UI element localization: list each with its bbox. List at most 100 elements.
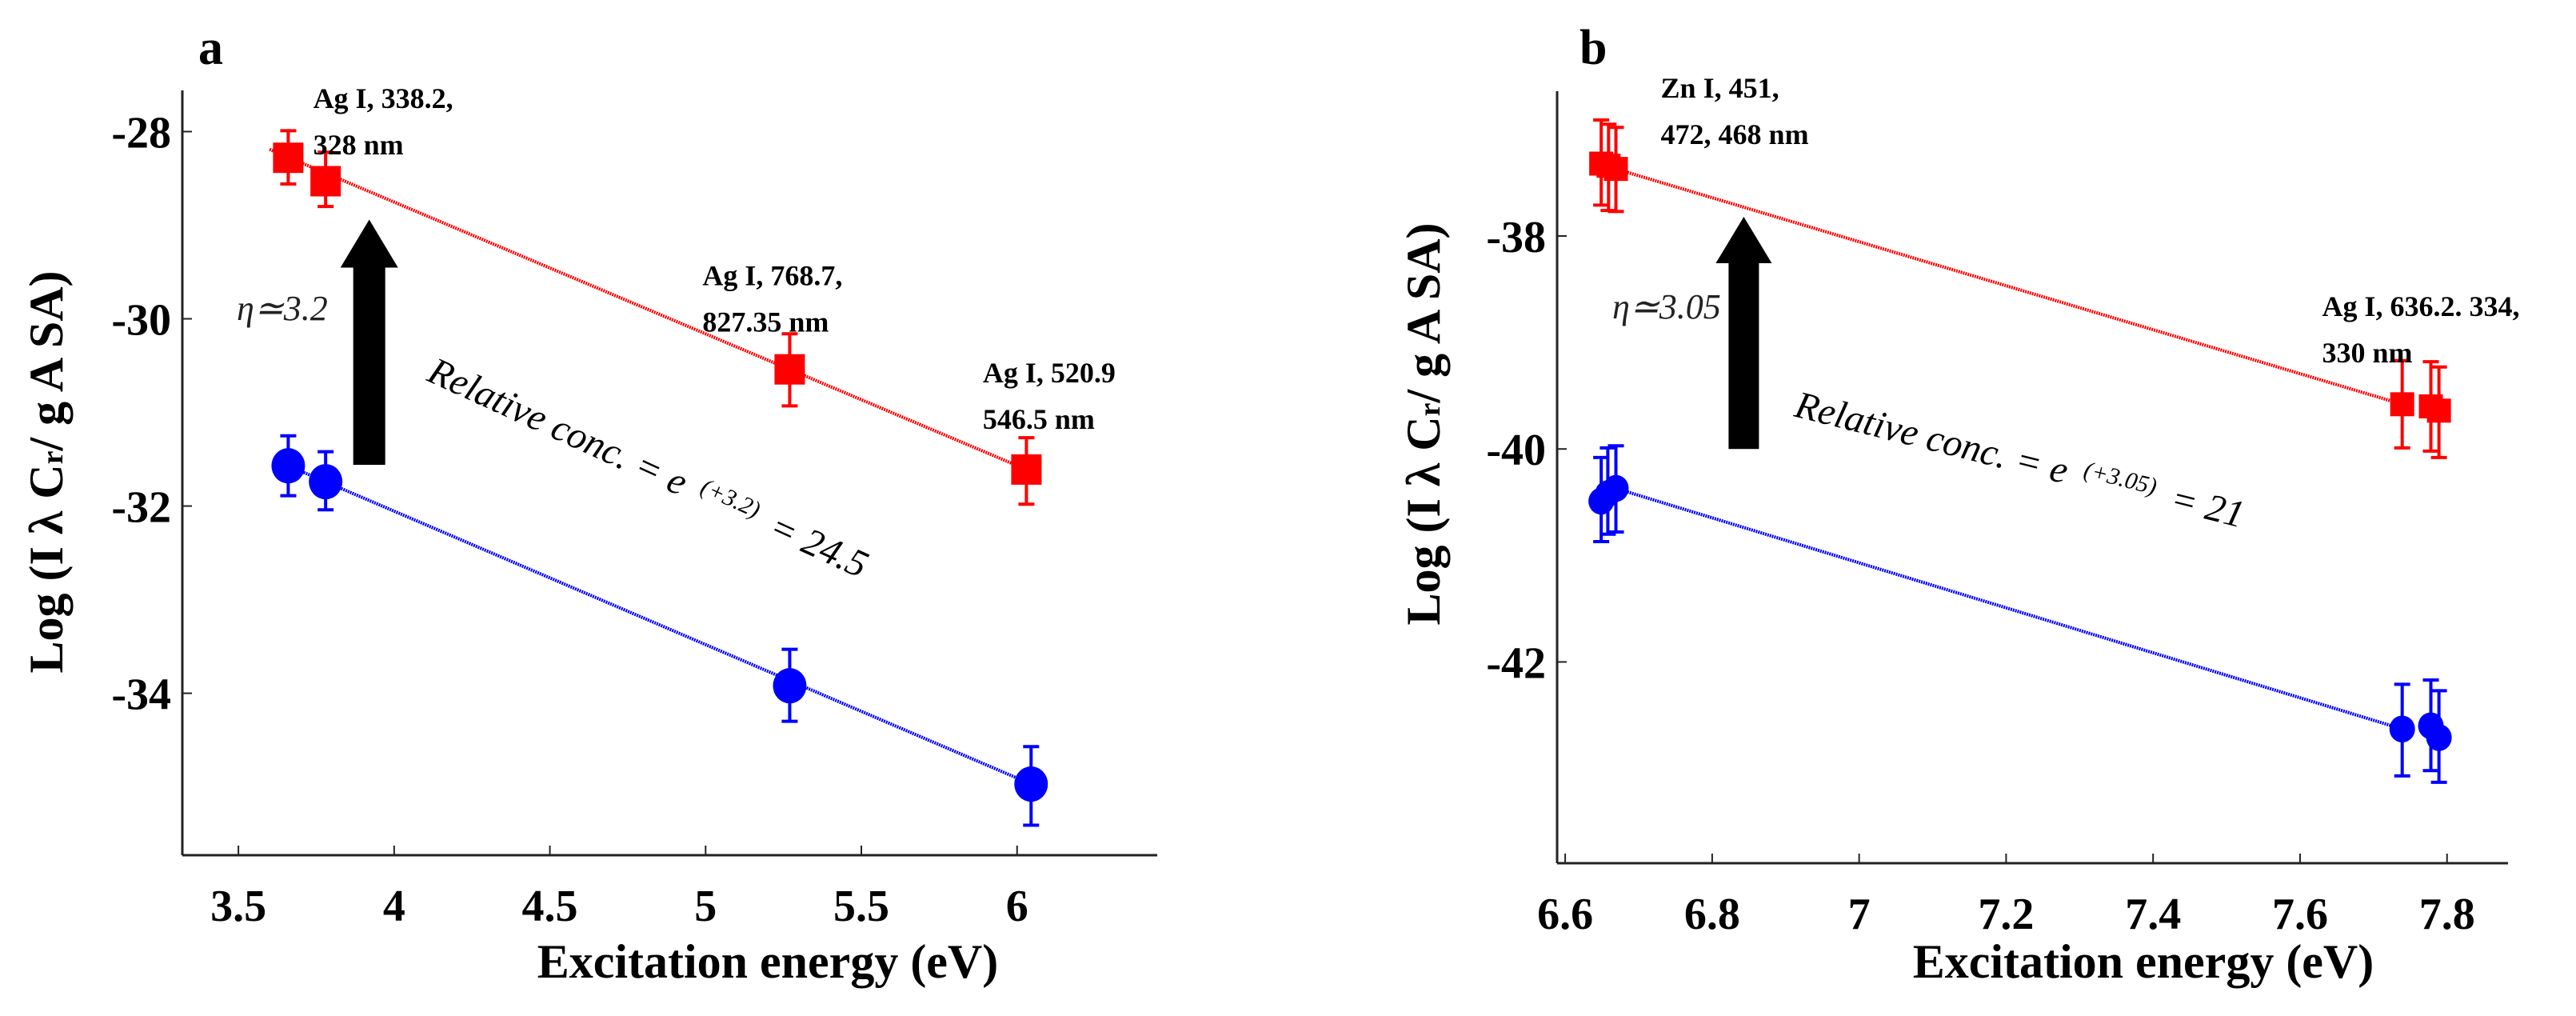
- panel-a-relative-conc-text: Relative conc. = e (+3.2) = 24.5: [421, 339, 880, 586]
- ylabel-suffix: / g A SA): [20, 270, 73, 451]
- panel-a-data-marks: [271, 129, 1048, 827]
- circle-marker: [2426, 724, 2452, 751]
- panel-b-arrow: [1715, 217, 1772, 450]
- data-point: [1604, 126, 1628, 214]
- relative-exponent: (+3.05): [2081, 457, 2159, 500]
- square-marker: [273, 142, 304, 174]
- x-tick-label: 6.6: [1537, 890, 1593, 939]
- circle-marker: [773, 668, 807, 704]
- ylabel-prefix: Log (I λ C: [1397, 416, 1450, 625]
- y-tick-label: -34: [111, 670, 171, 720]
- x-tick-label: 5: [694, 882, 717, 931]
- data-point: [1011, 436, 1042, 506]
- circle-marker: [1014, 766, 1048, 802]
- square-marker: [774, 354, 805, 385]
- panel-a-label: a: [198, 21, 223, 75]
- data-point: [310, 150, 341, 209]
- circle-marker: [2389, 715, 2415, 743]
- panel-b-axes: [1556, 91, 2508, 865]
- line-annotation: Ag I, 768.7, 827.35 nm: [702, 259, 842, 338]
- relative-main: Relative conc. = e: [421, 349, 694, 504]
- panel-a-x-axis-title: Excitation energy (eV): [537, 935, 999, 988]
- x-tick-label: 7.4: [2125, 890, 2181, 939]
- arrow-up-icon: [340, 219, 398, 268]
- annotation-line: Ag I, 520.9: [983, 357, 1116, 389]
- panel-a-y-axis-title: Log (I λ Cr/ g A SA): [20, 270, 73, 673]
- annotation-line: 827.35 nm: [702, 306, 829, 338]
- panel-a: a 3.5 4 4.5 5 5.5 6 -28 -30 -32 -34 Ag I, 338.2, 3…: [20, 21, 1157, 988]
- x-tick-label: 4.5: [522, 882, 578, 931]
- panel-b-data-marks: [1588, 118, 2452, 784]
- square-marker: [2426, 398, 2451, 423]
- y-tick-label: -30: [111, 296, 171, 346]
- annotation-line: 472, 468 nm: [1661, 118, 1809, 150]
- relative-exponent: (+3.2): [697, 474, 764, 523]
- data-point: [309, 450, 343, 512]
- square-marker: [310, 166, 341, 197]
- relative-result: = 21: [2167, 477, 2248, 536]
- panel-a-fit-lines: [269, 147, 1032, 786]
- panel-a-axes: [181, 90, 1157, 857]
- panel-a-arrow: [340, 219, 398, 466]
- panel-b-relative-conc-text: Relative conc. = e (+3.05) = 21: [1790, 372, 2251, 536]
- panel-b-x-axis-title: Excitation energy (eV): [1913, 935, 2374, 988]
- panel-b-y-axis-title: Log (I λ Cr/ g A SA): [1397, 222, 1450, 625]
- data-point: [2390, 358, 2414, 450]
- x-tick-label: 5.5: [833, 882, 889, 931]
- x-tick-label: 7: [1848, 890, 1871, 939]
- y-tick-label: -38: [1486, 213, 1546, 262]
- x-tick-label: 6: [1006, 882, 1028, 931]
- annotation-line: Ag I, 636.2. 334,: [2322, 290, 2520, 322]
- panel-b-eta-label: η≃3.05: [1612, 287, 1721, 326]
- square-marker: [2390, 392, 2414, 417]
- circle-marker: [309, 464, 343, 500]
- data-point: [271, 434, 306, 498]
- arrow-up-icon: [1715, 217, 1772, 264]
- relative-main: Relative conc. = e: [1790, 383, 2072, 492]
- panel-b-annotations: Zn I, 451, 472, 468 nm Ag I, 636.2. 334, 33…: [1661, 72, 2520, 369]
- data-point: [1014, 745, 1048, 827]
- y-tick-label: -42: [1486, 638, 1546, 688]
- fit-line: [287, 464, 1032, 786]
- x-tick-label: 7.6: [2272, 890, 2328, 939]
- square-marker: [1011, 454, 1042, 485]
- ylabel-prefix: Log (I λ C: [20, 464, 73, 673]
- line-annotation: Ag I, 338.2, 328 nm: [314, 82, 453, 161]
- circle-marker: [271, 448, 306, 484]
- fit-line: [1615, 167, 2403, 406]
- annotation-line: Ag I, 768.7,: [702, 259, 842, 291]
- x-tick-label: 4: [383, 882, 405, 931]
- line-annotation: Ag I, 520.9 546.5 nm: [983, 357, 1116, 435]
- panel-b: b 6.6 6.8 7 7.2 7.4 7.6 7.8 -38 -40 -42 Zn I, 451…: [1397, 21, 2520, 988]
- relative-result: = 24.5: [763, 505, 874, 586]
- data-point: [2426, 365, 2451, 459]
- panel-a-eta-label: η≃3.2: [237, 289, 328, 328]
- ylabel-subscript: r: [36, 450, 70, 464]
- ylabel-subscript: r: [1413, 402, 1447, 416]
- fit-line: [1615, 486, 2403, 731]
- data-point: [774, 332, 805, 408]
- panel-b-label: b: [1580, 21, 1607, 75]
- annotation-line: 546.5 nm: [983, 403, 1095, 435]
- data-point: [273, 129, 304, 186]
- fit-line: [269, 147, 1028, 471]
- line-annotation: Ag I, 636.2. 334, 330 nm: [2322, 290, 2520, 369]
- annotation-line: Ag I, 338.2,: [314, 82, 453, 114]
- y-tick-label: -28: [111, 108, 171, 158]
- panel-b-fit-lines: [1615, 167, 2403, 731]
- x-tick-label: 3.5: [210, 882, 266, 931]
- annotation-line: 328 nm: [314, 129, 404, 161]
- data-point: [773, 647, 807, 723]
- data-point: [2389, 682, 2415, 778]
- arrow-shaft: [1728, 262, 1759, 450]
- annotation-line: Zn I, 451,: [1661, 72, 1779, 104]
- line-annotation: Zn I, 451, 472, 468 nm: [1661, 72, 1809, 150]
- data-point: [1603, 444, 1629, 534]
- data-point: [2426, 689, 2452, 784]
- y-tick-label: -32: [111, 483, 171, 533]
- arrow-shaft: [353, 266, 385, 466]
- x-tick-label: 7.2: [1978, 890, 2034, 939]
- annotation-line: 330 nm: [2322, 337, 2413, 369]
